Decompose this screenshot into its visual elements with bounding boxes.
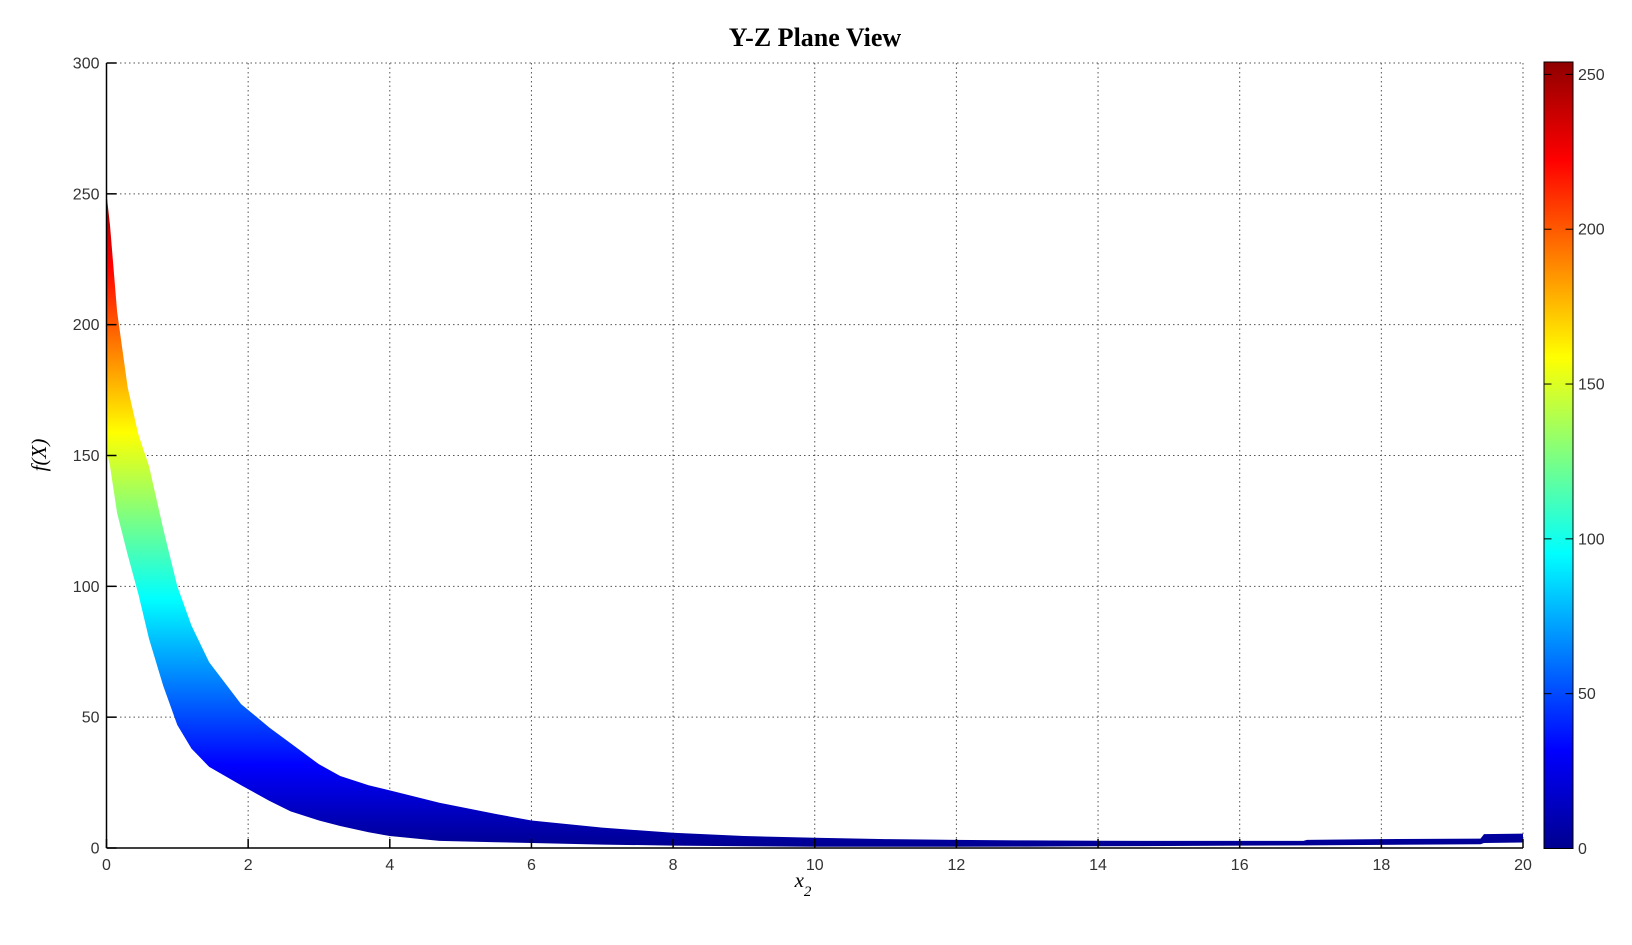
colorbar-tick-label: 50 bbox=[1578, 686, 1596, 703]
x-tick-label: 18 bbox=[1372, 857, 1390, 874]
x-tick-label: 10 bbox=[806, 857, 824, 874]
chart-title: Y-Z Plane View bbox=[729, 23, 902, 52]
x-tick-label: 20 bbox=[1514, 857, 1532, 874]
x-tick-label: 16 bbox=[1231, 857, 1249, 874]
colorbar-tick-label: 200 bbox=[1578, 222, 1605, 239]
y-tick-label: 200 bbox=[73, 317, 100, 334]
y-tick-label: 300 bbox=[73, 56, 100, 73]
x-tick-label: 4 bbox=[385, 857, 394, 874]
x-tick-label: 0 bbox=[102, 857, 111, 874]
grid-layer bbox=[106, 62, 1524, 849]
x-tick-label: 2 bbox=[244, 857, 253, 874]
y-tick-label: 50 bbox=[82, 710, 100, 727]
x-axis-label: x2 bbox=[794, 868, 812, 900]
surface-band bbox=[106, 193, 1523, 847]
x-axis-label-base: x bbox=[794, 868, 805, 892]
y-axis-label: f(X) bbox=[27, 439, 51, 472]
x-tick-label: 12 bbox=[948, 857, 966, 874]
y-tick-label: 250 bbox=[73, 186, 100, 203]
x-tick-label: 6 bbox=[527, 857, 536, 874]
y-tick-label: 150 bbox=[73, 448, 100, 465]
axes-layer bbox=[105, 62, 1524, 849]
colorbar-tick-label: 250 bbox=[1578, 67, 1605, 84]
x-tick-label: 14 bbox=[1089, 857, 1107, 874]
colorbar-layer: 0 50 100 150 200 250 bbox=[1543, 61, 1605, 858]
x-axis-label-subscript: 2 bbox=[804, 884, 812, 900]
colorbar-tick-label: 0 bbox=[1578, 841, 1587, 858]
y-tick-label: 100 bbox=[73, 579, 100, 596]
y-tick-label: 0 bbox=[91, 841, 100, 858]
colorbar-tick-label: 150 bbox=[1578, 377, 1605, 394]
colorbar-tick-label: 100 bbox=[1578, 531, 1605, 548]
colorbar bbox=[1543, 61, 1574, 849]
x-tick-label: 8 bbox=[669, 857, 678, 874]
band-layer bbox=[106, 193, 1523, 847]
